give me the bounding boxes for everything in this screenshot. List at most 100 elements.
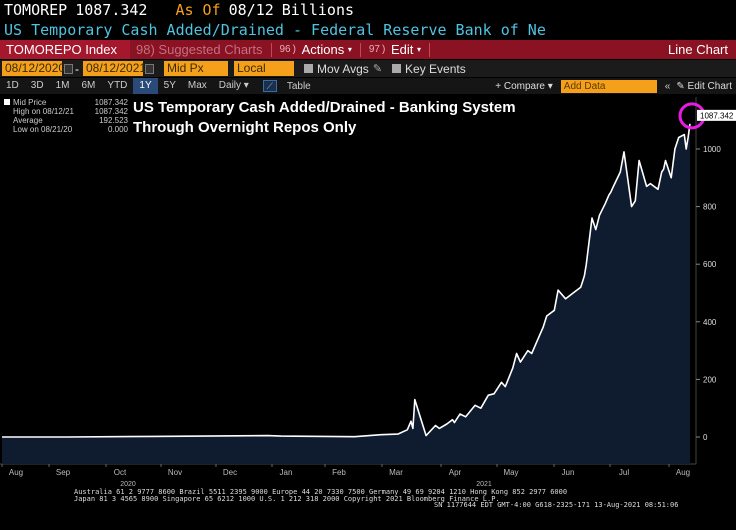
line-chart-icon[interactable]: ⟋: [262, 80, 277, 92]
chart-legend: Mid Price 1087.342 High on 08/12/21 1087.3…: [4, 98, 128, 134]
high-value: 1087.342: [94, 107, 128, 116]
menubar: TOMOREPO Index 98) Suggested Charts 96) …: [0, 40, 736, 59]
as-of-date: 08/12: [228, 1, 274, 19]
edit-chart-button[interactable]: ✎ Edit Chart: [676, 81, 736, 92]
average-label: Average: [13, 116, 43, 125]
collapse-chevron-icon[interactable]: «: [664, 80, 671, 92]
compare-button[interactable]: + Compare ▾: [495, 81, 553, 92]
chevron-down-icon: ▾: [417, 45, 422, 54]
ticker-code: TOMOREP: [4, 1, 68, 19]
key-events-checkbox[interactable]: [392, 64, 402, 73]
calendar-icon[interactable]: [64, 63, 73, 74]
footer-line-3: SN 1177644 EDT GMT-4:00 G618-2325-171 13…: [434, 501, 679, 509]
unit-label: Billions: [281, 1, 355, 19]
x-tick-label: Aug: [676, 468, 690, 477]
chevron-down-icon: ▾: [243, 80, 249, 91]
range-1y[interactable]: 1Y: [133, 78, 158, 94]
frequency-label: Daily: [218, 80, 242, 91]
mov-avgs-label: Mov Avgs: [317, 61, 369, 76]
range-1m[interactable]: 1M: [55, 80, 70, 91]
chevron-down-icon: ▾: [547, 80, 553, 92]
series-area-fill: [2, 123, 690, 465]
actions-number: 96: [279, 44, 291, 55]
add-data-input[interactable]: Add Data: [560, 79, 657, 93]
range-bar: 1D 3D 1M 6M YTD 1Y 5Y Max Daily ▾ ⟋ Tabl…: [0, 78, 736, 94]
y-tick-label: 800: [703, 203, 717, 212]
range-ytd[interactable]: YTD: [107, 80, 128, 91]
mov-avgs-checkbox[interactable]: [304, 64, 313, 73]
y-tick-label: 400: [703, 318, 717, 327]
series-line: [2, 123, 691, 438]
menubar-divider: [429, 42, 431, 57]
table-button[interactable]: Table: [286, 80, 311, 92]
chevron-down-icon: ▾: [347, 45, 352, 54]
ticker-header: TOMOREP 1087.342 As Of 08/12 Billions: [4, 0, 354, 21]
edit-chart-label: Edit Chart: [687, 80, 732, 92]
average-value: 192.523: [99, 116, 128, 125]
last-value-label: 1087.342: [700, 111, 734, 120]
edit-label: Edit: [390, 42, 414, 57]
key-events-label: Key Events: [405, 61, 466, 76]
annotation-line-2: Through Overnight Repos Only: [133, 119, 357, 136]
y-tick-label: 0: [703, 433, 708, 442]
edit-number: 97: [368, 44, 380, 55]
menubar-divider: [359, 42, 361, 57]
x-tick-label: Jun: [562, 468, 575, 477]
low-label: Low on 08/21/20: [13, 125, 73, 134]
x-tick-label: Nov: [168, 468, 182, 477]
suggested-charts-number: 98: [136, 42, 151, 57]
calendar-icon[interactable]: [145, 63, 154, 74]
frequency-select[interactable]: Daily ▾: [213, 78, 255, 94]
y-tick-label: 600: [703, 260, 717, 269]
security-description: US Temporary Cash Added/Drained - Federa…: [4, 21, 546, 39]
last-value: 1087.342: [75, 1, 148, 19]
date-range-separator: -: [75, 61, 79, 76]
x-year-label: 2021: [476, 481, 492, 488]
security-field[interactable]: TOMOREPO Index: [0, 40, 130, 59]
x-tick-label: Oct: [114, 468, 127, 477]
range-3d[interactable]: 3D: [30, 80, 44, 91]
range-6m[interactable]: 6M: [81, 80, 96, 91]
start-date-field[interactable]: 08/12/2020: [2, 61, 65, 76]
x-tick-label: Mar: [389, 468, 403, 477]
range-5y[interactable]: 5Y: [163, 80, 176, 91]
x-tick-label: Sep: [56, 468, 71, 477]
x-tick-label: Jan: [280, 468, 293, 477]
y-tick-label: 200: [703, 375, 717, 384]
x-tick-label: Jul: [619, 468, 629, 477]
currency-select[interactable]: Local CCY: [234, 61, 294, 90]
x-tick-label: Feb: [332, 468, 346, 477]
range-max[interactable]: Max: [187, 80, 207, 91]
series-swatch: [4, 99, 10, 105]
params-bar: 08/12/2020 - 08/12/2021 Mid Px Local CCY…: [0, 60, 736, 90]
edit-menu-button[interactable]: 97) Edit ▾: [368, 42, 422, 57]
high-label: High on 08/12/21: [13, 107, 74, 116]
actions-label: Actions: [301, 42, 345, 57]
x-tick-label: May: [503, 468, 518, 477]
annotation-line-1: US Temporary Cash Added/Drained - Bankin…: [133, 99, 516, 116]
series-value: 1087.342: [94, 98, 128, 107]
suggested-charts-button[interactable]: 98) Suggested Charts: [136, 42, 263, 57]
chart-annotation: US Temporary Cash Added/Drained - Bankin…: [133, 98, 516, 138]
menubar-divider: [270, 42, 272, 57]
x-tick-label: Apr: [449, 468, 462, 477]
x-year-label: 2020: [120, 481, 136, 488]
series-name: Mid Price: [13, 98, 47, 107]
range-1d[interactable]: 1D: [6, 80, 19, 91]
actions-menu-button[interactable]: 96) Actions ▾: [279, 42, 352, 57]
suggested-charts-label: Suggested Charts: [158, 42, 263, 57]
y-tick-label: 1000: [703, 145, 721, 154]
pencil-icon: ✎: [676, 80, 685, 92]
footer-line-1: Australia 61 2 9777 8600 Brazil 5511 239…: [74, 488, 568, 496]
footer: Australia 61 2 9777 8600 Brazil 5511 239…: [0, 488, 736, 530]
chart-type-label[interactable]: Line Chart: [668, 42, 728, 57]
pencil-icon[interactable]: ✎: [372, 63, 383, 75]
as-of-label: As Of: [175, 1, 221, 19]
end-date-field[interactable]: 08/12/2021: [83, 61, 146, 76]
compare-label: + Compare: [495, 80, 545, 92]
low-value: 0.000: [107, 125, 128, 134]
line-chart[interactable]: 0 200 400 600 800 1000 Aug Sep Oct Nov Dec Jan Feb M…: [0, 95, 736, 530]
footer-line-2: Japan 81 3 4565 8900 Singapore 65 6212 1…: [74, 495, 500, 503]
last-value-badge: [697, 109, 736, 121]
price-field-select[interactable]: Mid Px: [164, 61, 228, 76]
